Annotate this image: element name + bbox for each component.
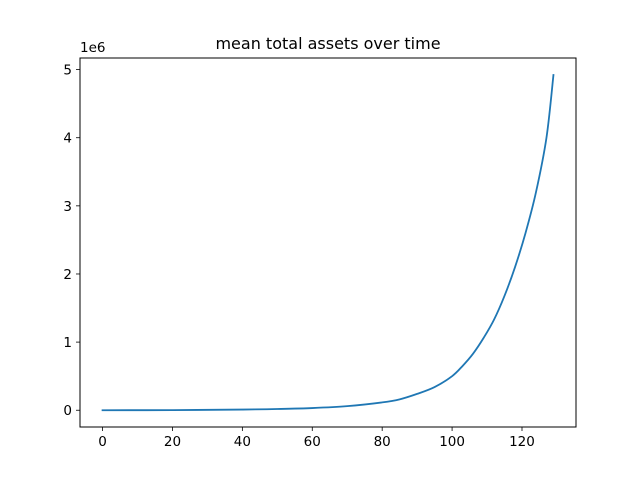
plot-area-frame: [79, 57, 577, 428]
y-tick-label: 4: [63, 131, 72, 147]
y-offset-text: 1e6: [80, 40, 105, 56]
x-tick-label: 80: [374, 434, 391, 450]
y-tick-label: 0: [63, 403, 72, 419]
x-tick-label: 40: [234, 434, 251, 450]
y-tick-label: 1: [63, 335, 72, 351]
y-tick-label: 5: [63, 63, 72, 79]
y-tick-label: 3: [63, 199, 72, 215]
x-tick-label: 20: [164, 434, 181, 450]
chart-title: mean total assets over time: [215, 34, 440, 53]
y-tick-label: 2: [63, 267, 72, 283]
x-tick-label: 60: [304, 434, 321, 450]
series-line: [101, 74, 555, 412]
x-tick-label: 120: [509, 434, 535, 450]
x-tick-label: 100: [439, 434, 465, 450]
x-tick-label: 0: [98, 434, 107, 450]
